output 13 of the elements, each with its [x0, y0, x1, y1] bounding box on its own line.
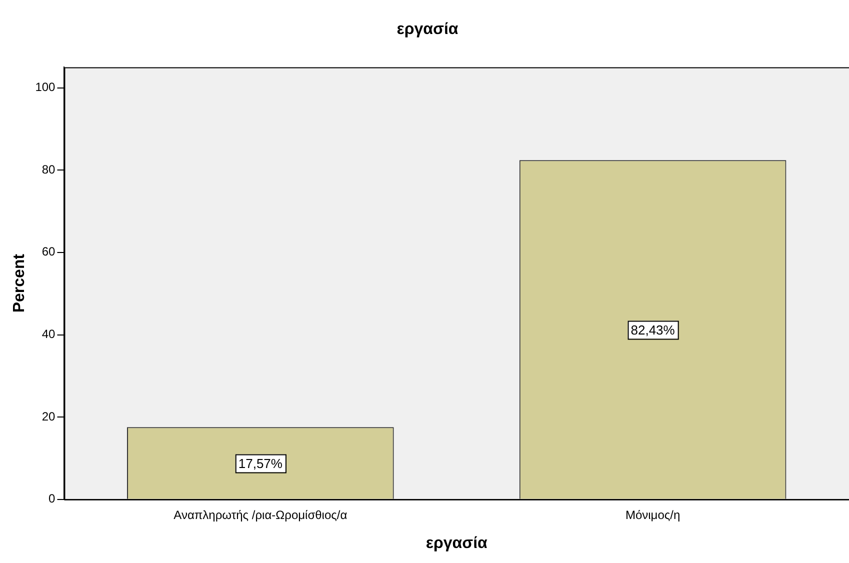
y-tick-label: 60	[42, 244, 56, 259]
y-tick-label: 100	[35, 80, 56, 94]
x-tick-label: Αναπληρωτής /ρια-Ωρομίσθιος/α	[174, 508, 348, 522]
y-tick-label: 20	[42, 409, 56, 424]
x-axis-title: εργασία	[426, 534, 488, 552]
y-tick-label: 0	[48, 492, 56, 506]
x-tick-label: Μόνιμος/η	[625, 508, 680, 522]
data-label: 17,57%	[238, 456, 283, 471]
y-tick-label: 80	[42, 162, 56, 176]
chart-title: εργασία	[396, 21, 458, 38]
y-tick-label: 40	[42, 327, 56, 342]
y-axis-title: Percent	[11, 253, 28, 313]
data-label: 82,43%	[630, 322, 676, 338]
